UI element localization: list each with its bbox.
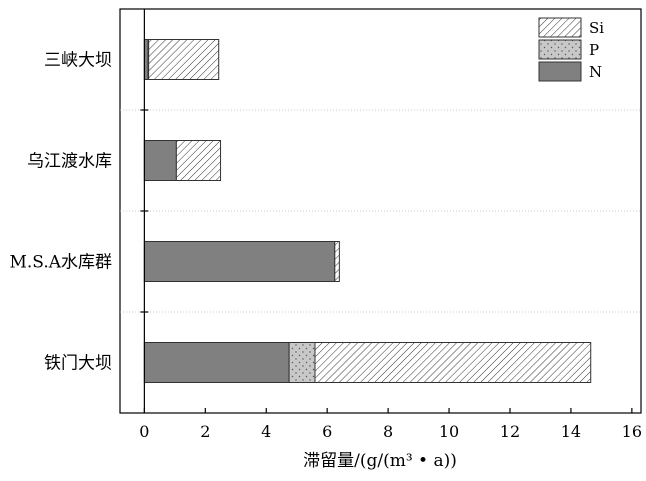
x-axis: 0 2 4 6 8 10 12 14 16 [139,408,642,441]
x-tick-label: 2 [200,422,210,441]
x-tick-label: 16 [622,422,642,441]
bar-segment-Si [334,241,340,282]
x-tick-label: 14 [561,422,581,441]
y-axis [140,9,149,413]
category-label: 铁门大坝 [44,354,112,374]
bar-segment-N [143,140,177,181]
x-tick-label: 12 [500,422,520,441]
legend-label: N [589,63,602,81]
bar-segment-N [143,241,336,282]
category-label: M.S.A水库群 [9,253,112,273]
x-tick-label: 8 [383,422,393,441]
bar-segment-Si [148,39,220,80]
legend-swatch-P [538,39,582,60]
legend-swatch-Si [538,17,582,38]
x-tick-label: 0 [139,422,149,441]
x-tick-label: 4 [261,422,271,441]
category-label: 乌江渡水库 [27,152,112,172]
bar-segment-Si [314,342,592,383]
legend: Si PN [538,17,604,82]
category-label: 三峡大坝 [44,51,112,71]
x-axis-label: 滞留量/(g/(m³ • a)) [303,451,457,471]
legend-swatch-N [538,61,582,82]
x-tick-label: 6 [322,422,332,441]
bar-segment-P [288,342,316,383]
bar-segment-Si [175,140,222,181]
x-tick-label: 10 [439,422,459,441]
legend-label: P [589,41,599,59]
bars-group [143,39,592,383]
legend-label: Si [589,19,604,37]
bar-segment-N [143,342,290,383]
